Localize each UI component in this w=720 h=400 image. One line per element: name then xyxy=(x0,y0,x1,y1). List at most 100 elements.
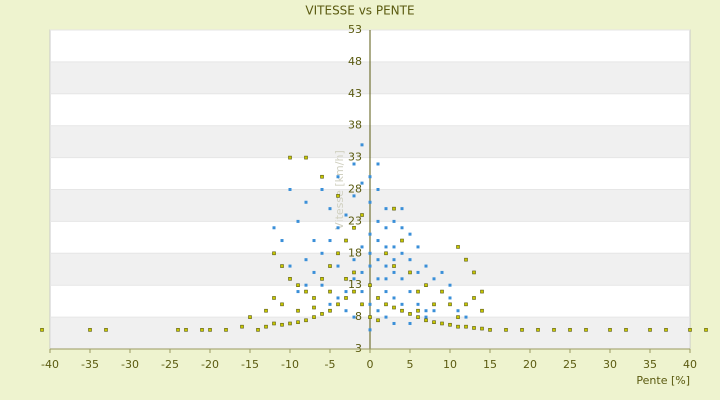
point xyxy=(424,315,428,319)
point xyxy=(360,213,364,217)
point xyxy=(648,328,652,332)
point xyxy=(176,328,180,332)
point xyxy=(320,174,324,179)
point xyxy=(288,321,292,326)
point xyxy=(432,320,436,325)
point xyxy=(320,283,324,287)
x-tick-label: -5 xyxy=(325,358,336,371)
point xyxy=(448,302,452,307)
point xyxy=(264,324,268,329)
point xyxy=(312,305,316,310)
point xyxy=(104,328,108,332)
point xyxy=(416,308,420,313)
point xyxy=(440,270,444,274)
point xyxy=(400,238,404,243)
point xyxy=(272,251,276,256)
point xyxy=(280,302,284,307)
point xyxy=(488,328,492,332)
x-tick-label: 20 xyxy=(523,358,537,371)
point xyxy=(408,290,412,294)
point xyxy=(376,258,380,262)
x-tick-label: 5 xyxy=(407,358,414,371)
y-tick-label: 43 xyxy=(348,87,362,100)
y-tick-label: 28 xyxy=(348,183,362,196)
point xyxy=(704,328,708,332)
point xyxy=(400,226,404,230)
point xyxy=(376,162,380,166)
point xyxy=(344,290,348,294)
point xyxy=(368,200,372,204)
point xyxy=(344,296,348,300)
point xyxy=(400,251,404,255)
point xyxy=(264,308,268,313)
point xyxy=(328,264,332,268)
point xyxy=(392,245,396,249)
point xyxy=(464,302,468,307)
point xyxy=(376,296,380,300)
point xyxy=(344,238,348,243)
point xyxy=(280,264,284,268)
point xyxy=(368,175,372,179)
point xyxy=(352,277,356,281)
y-tick-label: 8 xyxy=(355,310,362,323)
point xyxy=(472,326,476,330)
point xyxy=(416,245,420,249)
point xyxy=(280,239,284,243)
point xyxy=(424,309,428,313)
point xyxy=(552,328,556,332)
point xyxy=(288,277,292,281)
point xyxy=(416,289,420,294)
point xyxy=(504,328,508,332)
point xyxy=(392,206,396,211)
point xyxy=(288,155,292,160)
point xyxy=(344,309,348,313)
point xyxy=(520,328,524,332)
x-tick-label: 30 xyxy=(603,358,617,371)
point xyxy=(448,283,452,287)
x-tick-label: 15 xyxy=(483,358,497,371)
x-tick-label: 0 xyxy=(367,358,374,371)
point xyxy=(360,270,364,274)
point xyxy=(280,322,284,327)
point xyxy=(664,328,668,332)
point xyxy=(296,320,300,325)
point xyxy=(352,258,356,262)
point xyxy=(224,328,228,332)
point xyxy=(296,308,300,313)
point xyxy=(352,315,356,319)
point xyxy=(384,290,388,294)
point xyxy=(376,239,380,243)
point xyxy=(320,188,324,191)
point xyxy=(288,188,292,191)
point xyxy=(376,309,380,313)
point xyxy=(88,328,92,332)
x-tick-label: 35 xyxy=(643,358,657,371)
point xyxy=(352,194,356,198)
point xyxy=(464,257,468,262)
x-tick-label: -20 xyxy=(201,358,219,371)
point xyxy=(400,302,404,306)
point xyxy=(568,328,572,332)
point xyxy=(384,245,388,249)
point xyxy=(432,309,436,313)
point xyxy=(240,324,244,329)
point xyxy=(408,312,412,316)
point xyxy=(432,277,436,281)
point xyxy=(336,302,340,307)
point xyxy=(336,226,340,230)
point xyxy=(256,328,260,332)
point xyxy=(304,318,308,323)
point xyxy=(304,283,308,287)
point xyxy=(304,200,308,204)
point xyxy=(392,219,396,223)
point xyxy=(536,328,540,332)
point xyxy=(584,328,588,332)
point xyxy=(384,251,388,256)
point xyxy=(400,207,404,211)
point xyxy=(304,289,308,294)
point xyxy=(392,264,396,268)
y-tick-label: 33 xyxy=(348,151,362,164)
point xyxy=(416,270,420,274)
point xyxy=(328,289,332,294)
